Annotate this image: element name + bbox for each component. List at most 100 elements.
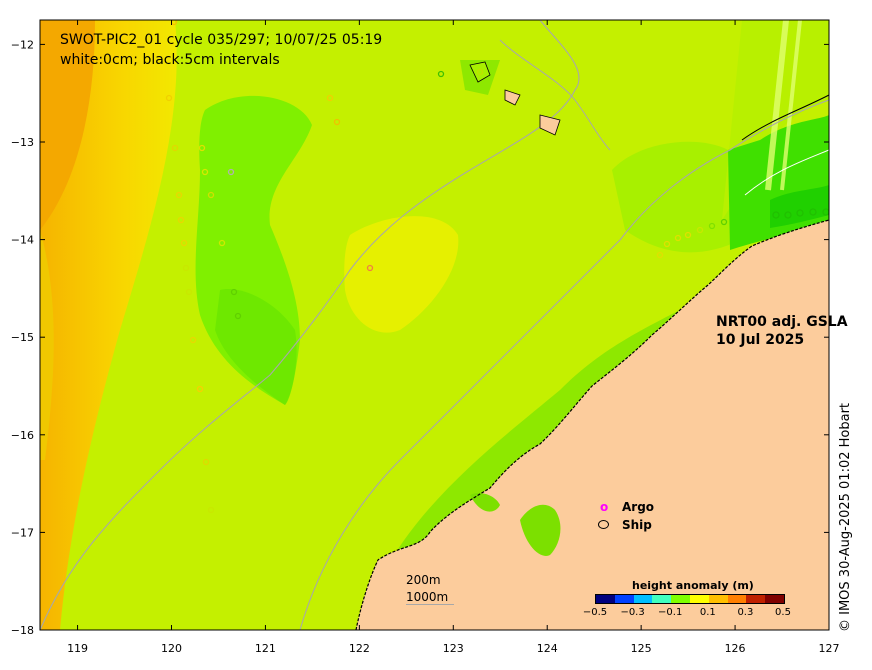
island-c bbox=[539, 114, 561, 136]
product-name: NRT00 adj. GSLA bbox=[716, 314, 848, 330]
ship-marker bbox=[822, 208, 829, 216]
y-tick-label: −16 bbox=[11, 429, 34, 442]
argo-marker bbox=[218, 239, 226, 247]
x-tick-label: 120 bbox=[161, 642, 182, 655]
x-tick-label: 119 bbox=[67, 642, 88, 655]
map-title: SWOT-PIC2_01 cycle 035/297; 10/07/25 05:… bbox=[60, 32, 383, 48]
scale-line bbox=[406, 604, 454, 605]
argo-marker bbox=[230, 288, 238, 296]
x-tick-label: 121 bbox=[255, 642, 276, 655]
y-tick-label: −12 bbox=[11, 38, 34, 51]
land-australia bbox=[356, 220, 829, 630]
map-area bbox=[40, 20, 829, 630]
argo-marker bbox=[207, 191, 215, 199]
colorbar-segment bbox=[671, 595, 690, 603]
colorbar-segment bbox=[652, 595, 672, 603]
argo-marker bbox=[185, 288, 193, 296]
argo-marker bbox=[333, 118, 341, 126]
argo-marker bbox=[227, 168, 235, 176]
ship-marker bbox=[809, 208, 817, 216]
y-tick-label: −18 bbox=[11, 624, 34, 637]
anomaly-eddy-high bbox=[344, 216, 459, 333]
anomaly-orange-west bbox=[40, 20, 95, 230]
contour-5cm bbox=[741, 94, 829, 141]
swot-track-b bbox=[780, 20, 802, 191]
colorbar-segment bbox=[727, 595, 747, 603]
colorbar-segment bbox=[689, 595, 709, 603]
argo-marker bbox=[708, 222, 716, 230]
argo-marker bbox=[674, 234, 682, 242]
bay-inlet bbox=[470, 493, 500, 512]
argo-marker bbox=[198, 144, 206, 152]
colorbar-segment bbox=[614, 595, 634, 603]
colorbar-segment bbox=[765, 595, 784, 603]
contour-0cm bbox=[744, 149, 829, 196]
argo-marker bbox=[201, 168, 209, 176]
island-b bbox=[504, 89, 521, 106]
x-tick-label: 126 bbox=[725, 642, 746, 655]
argo-marker bbox=[663, 240, 671, 248]
argo-marker bbox=[175, 191, 183, 199]
argo-marker bbox=[165, 94, 173, 102]
argo-marker bbox=[234, 312, 242, 320]
y-tick-label: −17 bbox=[11, 526, 34, 539]
swot-swath-core bbox=[770, 185, 829, 228]
ship-marker bbox=[772, 211, 780, 219]
float-markers bbox=[165, 20, 829, 514]
colorbar-segment bbox=[596, 595, 615, 603]
colorbar-tick-label: 0.3 bbox=[737, 607, 754, 618]
y-tick-label: −15 bbox=[11, 331, 34, 344]
y-tick-label: −13 bbox=[11, 136, 34, 149]
argo-marker bbox=[720, 218, 728, 226]
colorbar-tick-label: −0.3 bbox=[620, 607, 645, 618]
colorbar-title: height anomaly (m) bbox=[632, 579, 754, 592]
scale-label-1000m: 1000m bbox=[406, 590, 449, 604]
king-sound bbox=[520, 504, 561, 556]
legend-ship-label: Ship bbox=[622, 518, 652, 532]
argo-marker bbox=[182, 264, 190, 272]
legend-argo-symbol: o bbox=[600, 500, 608, 514]
argo-marker bbox=[437, 70, 445, 78]
colorbar bbox=[595, 594, 785, 604]
argo-marker bbox=[177, 216, 185, 224]
colorbar-tick-label: 0.1 bbox=[699, 607, 716, 618]
y-axis: −12 −13 −14 −15 −16 −17 −18 bbox=[11, 38, 829, 637]
argo-marker bbox=[171, 144, 179, 152]
argo-marker bbox=[207, 506, 215, 514]
argo-marker bbox=[189, 336, 197, 344]
colorbar-segment bbox=[746, 595, 766, 603]
x-tick-label: 125 bbox=[631, 642, 652, 655]
ship-marker bbox=[796, 209, 804, 217]
argo-marker bbox=[202, 458, 210, 466]
anomaly-eddy-core bbox=[215, 289, 297, 405]
contour-200m bbox=[299, 99, 829, 630]
ship-marker bbox=[784, 211, 792, 219]
argo-marker bbox=[696, 226, 704, 234]
colorbar-tick-label: 0.5 bbox=[775, 607, 791, 618]
map-subtitle: white:0cm; black:5cm intervals bbox=[60, 52, 280, 68]
argo-marker bbox=[326, 94, 334, 102]
anomaly-green-east bbox=[612, 141, 740, 253]
argo-marker bbox=[684, 231, 692, 239]
legend-argo-label: Argo bbox=[622, 500, 655, 514]
anomaly-warm-west bbox=[40, 20, 177, 630]
colorbar-tick-label: −0.1 bbox=[658, 607, 683, 618]
x-tick-label: 122 bbox=[349, 642, 370, 655]
x-tick-label: 123 bbox=[443, 642, 464, 655]
legend-ship-symbol bbox=[598, 520, 609, 529]
argo-marker bbox=[476, 68, 484, 76]
argo-marker bbox=[366, 264, 374, 272]
product-date: 10 Jul 2025 bbox=[716, 332, 805, 348]
anomaly-yellow-west bbox=[40, 230, 54, 460]
contour-shelf-north bbox=[499, 39, 611, 151]
colorbar-segment bbox=[633, 595, 653, 603]
colorbar-tick-label: −0.5 bbox=[582, 607, 608, 618]
contour-1000m bbox=[40, 20, 580, 630]
x-tick-label: 127 bbox=[819, 642, 840, 655]
argo-symbol: o bbox=[600, 500, 609, 514]
scale-label-200m: 200m bbox=[406, 573, 441, 587]
x-tick-label: 124 bbox=[537, 642, 558, 655]
x-axis: 119 120 121 122 123 124 125 126 127 bbox=[67, 20, 840, 655]
